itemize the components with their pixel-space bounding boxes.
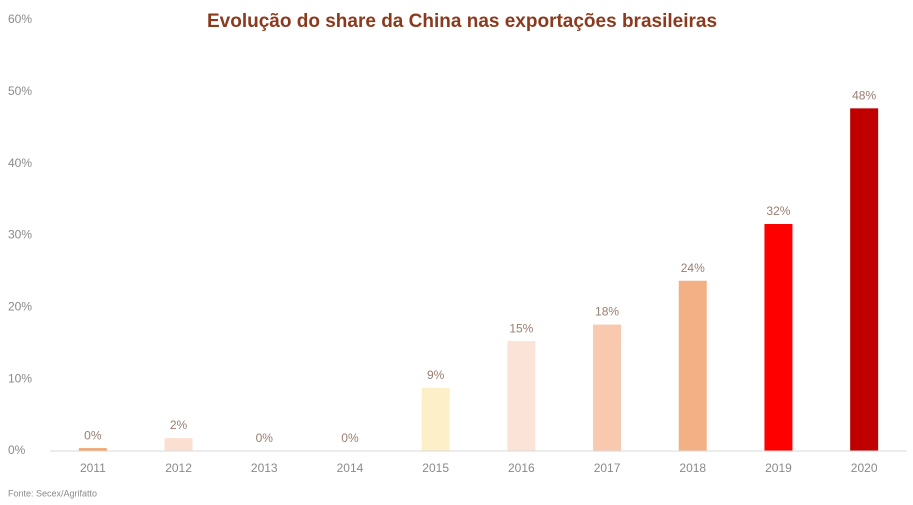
x-tick-label: 2011 — [80, 461, 106, 475]
bar — [507, 341, 536, 451]
x-tick-label: 2018 — [679, 461, 706, 475]
bar — [850, 108, 879, 451]
x-tick-label: 2013 — [251, 461, 278, 475]
value-label: 32% — [766, 204, 790, 218]
x-tick-label: 2020 — [851, 461, 878, 475]
x-tick-label: 2016 — [508, 461, 535, 475]
value-label: 0% — [84, 428, 102, 442]
bar — [764, 224, 793, 451]
bar — [678, 280, 707, 451]
value-label: 48% — [852, 89, 876, 103]
value-label: 24% — [681, 261, 705, 275]
x-tick-label: 2014 — [337, 461, 364, 475]
bar — [421, 387, 450, 451]
value-label: 18% — [595, 305, 619, 319]
x-tick-label: 2012 — [165, 461, 192, 475]
value-label: 0% — [256, 431, 274, 445]
bar — [78, 448, 107, 451]
y-tick-label: 0% — [8, 443, 26, 457]
x-tick-label: 2017 — [594, 461, 621, 475]
y-tick-label: 50% — [8, 84, 32, 98]
source-note: Fonte: Secex/Agrifatto — [8, 488, 97, 498]
chart-title: Evolução do share da China nas exportaçõ… — [207, 11, 717, 32]
y-tick-label: 10% — [8, 371, 32, 385]
bar — [164, 438, 193, 451]
value-label: 15% — [509, 321, 533, 335]
value-label: 2% — [170, 418, 188, 432]
x-tick-label: 2015 — [422, 461, 449, 475]
x-tick-label: 2019 — [765, 461, 792, 475]
y-tick-label: 20% — [8, 300, 32, 314]
y-tick-label: 30% — [8, 228, 32, 242]
y-tick-label: 60% — [8, 12, 32, 26]
value-label: 0% — [341, 431, 359, 445]
value-label: 9% — [427, 368, 445, 382]
y-tick-label: 40% — [8, 156, 32, 170]
bar — [593, 324, 622, 451]
